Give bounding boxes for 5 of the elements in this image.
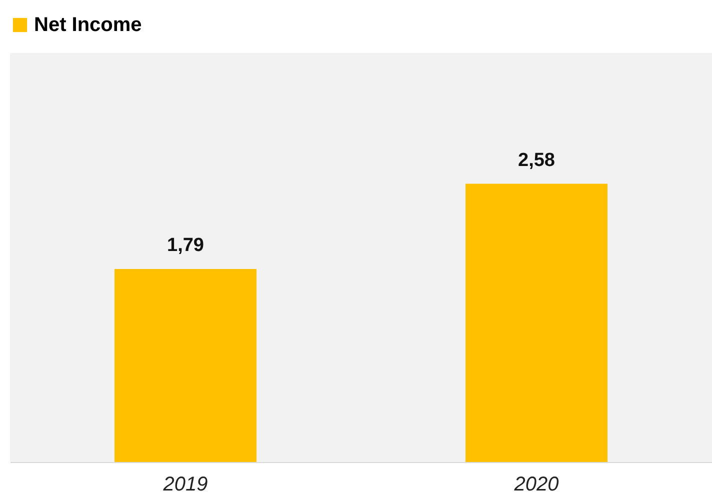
legend-label: Net Income	[34, 14, 142, 36]
x-tick-label: 2020	[513, 474, 559, 496]
data-label: 1,79	[167, 234, 204, 256]
data-label: 2,58	[518, 150, 555, 171]
x-tick-label: 2019	[162, 474, 208, 496]
